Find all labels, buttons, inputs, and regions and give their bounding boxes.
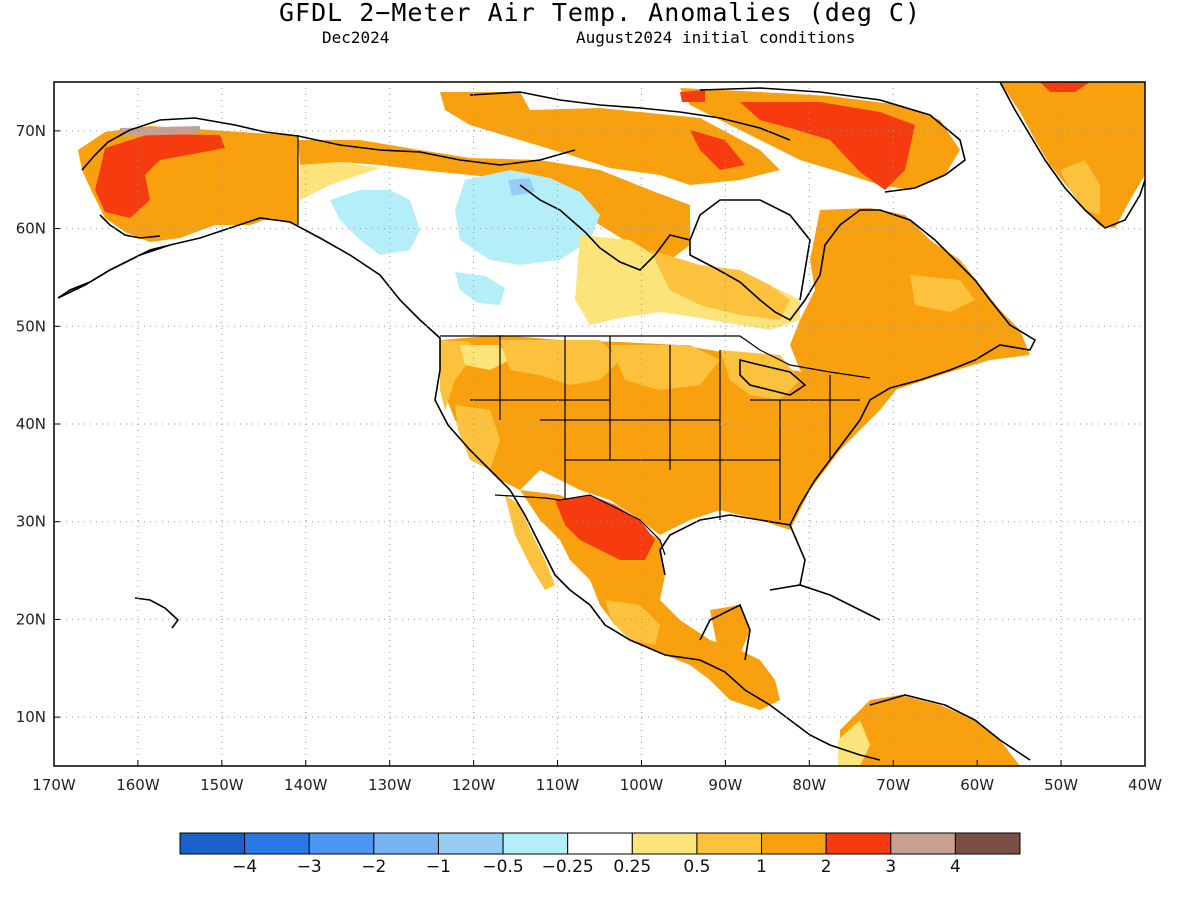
s-america-warm-fill (840, 695, 1020, 766)
colorbar-label: 4 (950, 857, 961, 877)
colorbar-swatch (373, 832, 439, 855)
great-lakes-coastline (739, 358, 807, 396)
initial-conditions: August2024 initial conditions (576, 28, 856, 47)
colorbar-label: −3 (297, 857, 322, 877)
southwest-light-fill (455, 405, 500, 470)
texas-hot-fill (555, 495, 655, 560)
colorbar: −4 −3 −2 −1 −0.5 −0.25 0.25 0.5 1 2 3 4 (179, 832, 1021, 877)
colorbar-swatch (308, 832, 375, 855)
bc-cool-fill (455, 272, 505, 305)
arctic-warm-fill (440, 92, 780, 185)
colorbar-label: 3 (885, 857, 896, 877)
graticule (54, 82, 1145, 766)
lat-tick-label: 60N (16, 220, 46, 238)
lon-tick-label: 40W (1128, 776, 1162, 794)
greenland-hot-fill (1040, 82, 1090, 92)
northern-plains-light-fill (500, 340, 620, 385)
alaska-hot-fill (95, 134, 225, 218)
us-mexico-border (494, 494, 666, 556)
colorbar-label: 0.25 (613, 857, 651, 877)
upper-midwest-light-fill (610, 345, 720, 390)
lat-tick-label: 20N (16, 610, 46, 628)
colorbar-label: −1 (426, 857, 451, 877)
lon-tick-label: 170W (32, 776, 76, 794)
lon-tick-label: 150W (200, 776, 244, 794)
lat-tick-label: 70N (16, 122, 46, 140)
lat-tick-label: 10N (16, 708, 46, 726)
mexico-warm-fill (520, 490, 780, 710)
central-mexico-light-fill (605, 600, 660, 645)
arctic-hot-fill-2 (690, 130, 745, 170)
nw-canada-warm-fill (298, 140, 690, 260)
colorbar-label: 1 (756, 857, 767, 877)
west-coast-light-fill (440, 340, 470, 410)
map-title: GFDL 2−Meter Air Temp. Anomalies (deg C) (278, 0, 922, 27)
colorbar-swatch (502, 832, 569, 855)
quebec-warm-fill (790, 208, 1030, 395)
lon-tick-label: 140W (284, 776, 328, 794)
alaska-coastline (57, 117, 576, 299)
lat-tick-label: 50N (16, 317, 46, 335)
lon-tick-label: 160W (116, 776, 160, 794)
pnw-light-fill (460, 345, 510, 370)
colorbar-label: 2 (821, 857, 832, 877)
lat-tick-label: 40N (16, 415, 46, 433)
lon-tick-label: 90W (708, 776, 742, 794)
baja-light-fill (505, 495, 555, 590)
yukon-cool-fill (330, 190, 420, 255)
axis-ticks: 170W 160W 150W 140W 130W 120W 110W 100W 90W 80W 70… (16, 122, 1162, 794)
arctic-islands-coastline (469, 87, 966, 193)
central-america-warm-fill (710, 605, 750, 660)
arctic-hot-fill (740, 102, 915, 190)
coastlines (57, 82, 1145, 761)
anomaly-fill (78, 82, 1145, 766)
colorbar-swatch (890, 832, 956, 855)
colorbar-swatch (179, 832, 246, 855)
lon-tick-label: 80W (792, 776, 826, 794)
colorbar-label: −2 (361, 857, 386, 877)
forecast-month: Dec2024 (322, 28, 390, 47)
colorbar-label: −0.25 (542, 857, 594, 877)
lon-tick-label: 50W (1044, 776, 1078, 794)
hawaii-coastline (134, 597, 180, 629)
nw-canada-light-fill (300, 162, 380, 200)
lon-tick-label: 120W (452, 776, 496, 794)
cuba-coastline (769, 584, 881, 621)
s-america-light-fill (838, 720, 870, 766)
greenland-warm-fill (1000, 82, 1145, 228)
alaska-extreme-fill (120, 126, 200, 136)
colorbar-swatch (696, 832, 763, 855)
colorbar-label: 0.5 (683, 857, 710, 877)
colorbar-label: −0.5 (482, 857, 523, 877)
lon-tick-label: 110W (536, 776, 580, 794)
colorbar-swatch (567, 832, 633, 855)
colorbar-label: −4 (232, 857, 257, 877)
colorbar-swatch (437, 832, 504, 855)
colorbar-swatch (954, 832, 1021, 855)
state-lines (470, 336, 860, 520)
lon-tick-label: 70W (876, 776, 910, 794)
greenland-coastal-fill (1060, 160, 1100, 215)
colorbar-swatch (244, 832, 310, 855)
lon-tick-label: 60W (960, 776, 994, 794)
colorbar-swatch (761, 832, 827, 855)
quebec-light-fill (910, 275, 975, 312)
hudson-warm-fill (650, 250, 790, 320)
colorbar-swatch (631, 832, 698, 855)
lon-tick-label: 130W (368, 776, 412, 794)
colorbar-swatch (825, 832, 892, 855)
us-canada-border (440, 335, 871, 379)
lon-tick-label: 100W (620, 776, 664, 794)
hudson-bay-coastline (689, 199, 811, 301)
nwt-cool-fill (455, 170, 600, 265)
north-america-coastline (57, 184, 1037, 761)
lat-tick-label: 30N (16, 513, 46, 531)
borders (297, 135, 871, 556)
greenland-coastline (999, 82, 1145, 229)
arctic-hot-fill-3 (680, 90, 705, 102)
